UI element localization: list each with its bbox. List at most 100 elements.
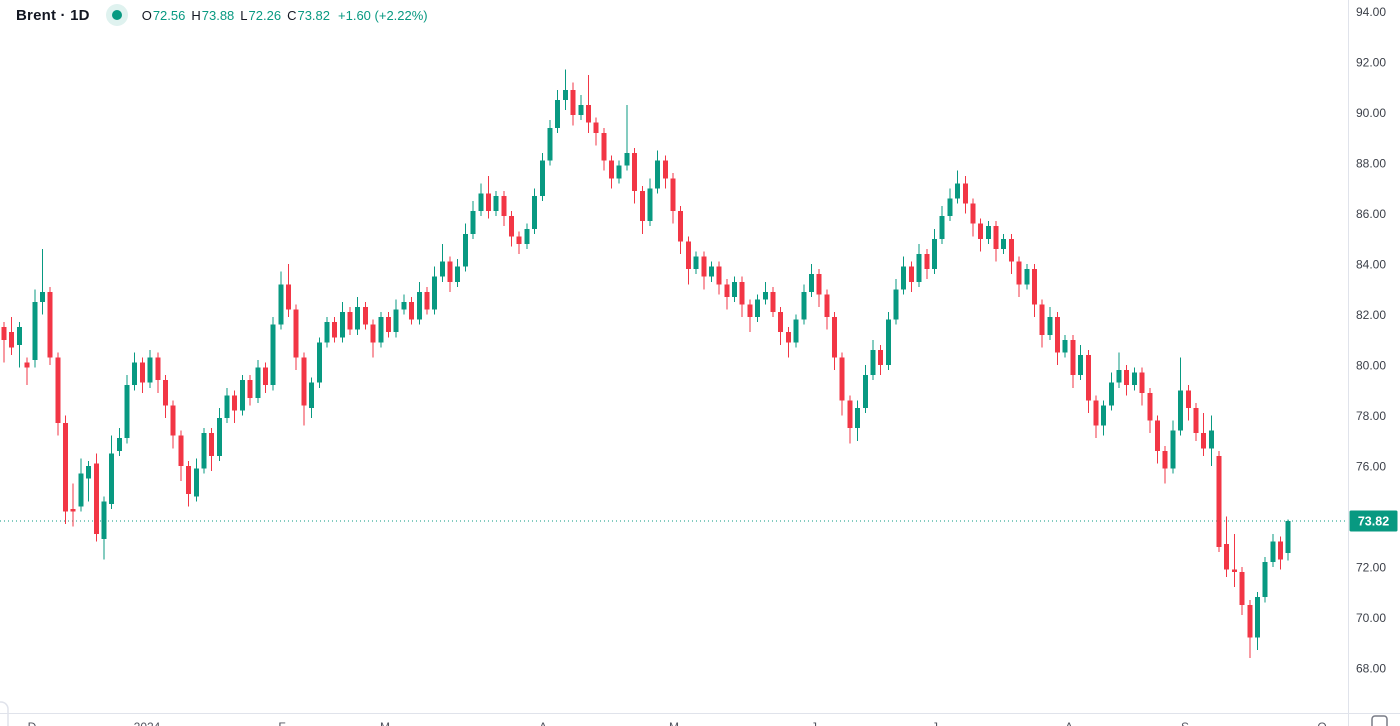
candle[interactable]	[293, 304, 299, 371]
candle[interactable]	[386, 312, 391, 338]
candle[interactable]	[270, 317, 276, 391]
candle[interactable]	[524, 223, 530, 249]
candle[interactable]	[216, 407, 222, 461]
candle[interactable]	[255, 359, 261, 403]
candle[interactable]	[662, 155, 668, 189]
candle[interactable]	[1085, 349, 1091, 413]
candle[interactable]	[1024, 264, 1030, 290]
candle[interactable]	[1093, 395, 1099, 439]
candle[interactable]	[985, 221, 991, 244]
candle[interactable]	[624, 105, 630, 171]
candle[interactable]	[47, 286, 53, 366]
candle[interactable]	[109, 435, 115, 509]
candle[interactable]	[324, 317, 330, 348]
candle[interactable]	[708, 261, 714, 282]
candle[interactable]	[1039, 299, 1045, 348]
candle[interactable]	[401, 294, 407, 315]
candle[interactable]	[1124, 365, 1130, 396]
candle[interactable]	[908, 261, 914, 292]
candle[interactable]	[762, 281, 768, 305]
candle[interactable]	[470, 200, 476, 239]
candle[interactable]	[1285, 519, 1291, 561]
candle[interactable]	[832, 312, 838, 371]
candle[interactable]	[309, 377, 315, 419]
price-axis[interactable]: 94.00 92.00 90.00 88.00 86.00 84.00 82.00 80.00…	[1356, 5, 1386, 675]
candle[interactable]	[970, 198, 976, 237]
candle[interactable]	[132, 352, 138, 391]
candle[interactable]	[478, 183, 484, 217]
candle[interactable]	[170, 400, 176, 449]
candle[interactable]	[124, 375, 130, 444]
candle[interactable]	[901, 256, 907, 295]
candle[interactable]	[701, 251, 707, 290]
candle[interactable]	[1239, 566, 1245, 615]
candle[interactable]	[70, 483, 76, 527]
candle[interactable]	[16, 322, 22, 368]
candle[interactable]	[1116, 352, 1122, 388]
candle[interactable]	[485, 175, 491, 219]
time-axis[interactable]: D 2024 F M A M J J A S O	[28, 720, 1327, 726]
candle[interactable]	[655, 150, 661, 194]
candle[interactable]	[447, 256, 453, 292]
candle[interactable]	[609, 155, 615, 189]
candle[interactable]	[1008, 233, 1014, 275]
candle[interactable]	[1278, 536, 1284, 570]
candle[interactable]	[193, 458, 199, 502]
candle[interactable]	[816, 269, 822, 307]
candle[interactable]	[1139, 367, 1145, 406]
candle[interactable]	[855, 400, 861, 441]
candle[interactable]	[116, 428, 122, 456]
candle[interactable]	[224, 387, 230, 424]
candle[interactable]	[778, 306, 784, 345]
candle[interactable]	[1201, 412, 1207, 456]
candle[interactable]	[247, 375, 253, 406]
candle[interactable]	[86, 460, 92, 502]
candle[interactable]	[332, 317, 338, 343]
candle[interactable]	[493, 190, 499, 217]
candle[interactable]	[32, 289, 38, 368]
candle[interactable]	[1016, 256, 1022, 297]
candle[interactable]	[1101, 400, 1107, 436]
candle[interactable]	[1108, 372, 1114, 411]
candle[interactable]	[316, 337, 322, 388]
candle[interactable]	[501, 190, 507, 227]
candle[interactable]	[862, 365, 868, 413]
candle[interactable]	[593, 117, 599, 146]
candle[interactable]	[155, 352, 161, 393]
candle[interactable]	[1147, 387, 1153, 434]
candle[interactable]	[162, 375, 168, 419]
candle[interactable]	[747, 299, 753, 333]
candle[interactable]	[1270, 534, 1276, 567]
candle[interactable]	[39, 248, 45, 315]
candle[interactable]	[839, 352, 845, 416]
candle[interactable]	[878, 344, 884, 376]
candle[interactable]	[724, 279, 730, 310]
candle[interactable]	[647, 178, 653, 227]
candle[interactable]	[63, 415, 69, 525]
candle[interactable]	[78, 458, 84, 512]
candle[interactable]	[347, 306, 353, 335]
candle[interactable]	[693, 251, 699, 275]
candle[interactable]	[1001, 233, 1007, 254]
candle[interactable]	[24, 357, 30, 386]
candle[interactable]	[439, 243, 445, 282]
candle[interactable]	[893, 279, 899, 325]
candle[interactable]	[993, 221, 999, 262]
candle[interactable]	[516, 231, 522, 254]
candle[interactable]	[1247, 599, 1253, 658]
candle[interactable]	[409, 296, 415, 325]
candle[interactable]	[962, 175, 968, 214]
candle[interactable]	[947, 188, 953, 222]
candle[interactable]	[1131, 367, 1137, 391]
candle[interactable]	[678, 206, 684, 254]
candle[interactable]	[716, 261, 722, 295]
candle[interactable]	[824, 289, 830, 330]
candle[interactable]	[286, 264, 292, 318]
candle[interactable]	[978, 218, 984, 252]
candle[interactable]	[370, 319, 376, 358]
candle[interactable]	[539, 153, 545, 201]
candle[interactable]	[1193, 402, 1199, 441]
candle[interactable]	[639, 185, 645, 234]
candlestick-series[interactable]	[1, 69, 1291, 658]
candle[interactable]	[1031, 264, 1037, 318]
